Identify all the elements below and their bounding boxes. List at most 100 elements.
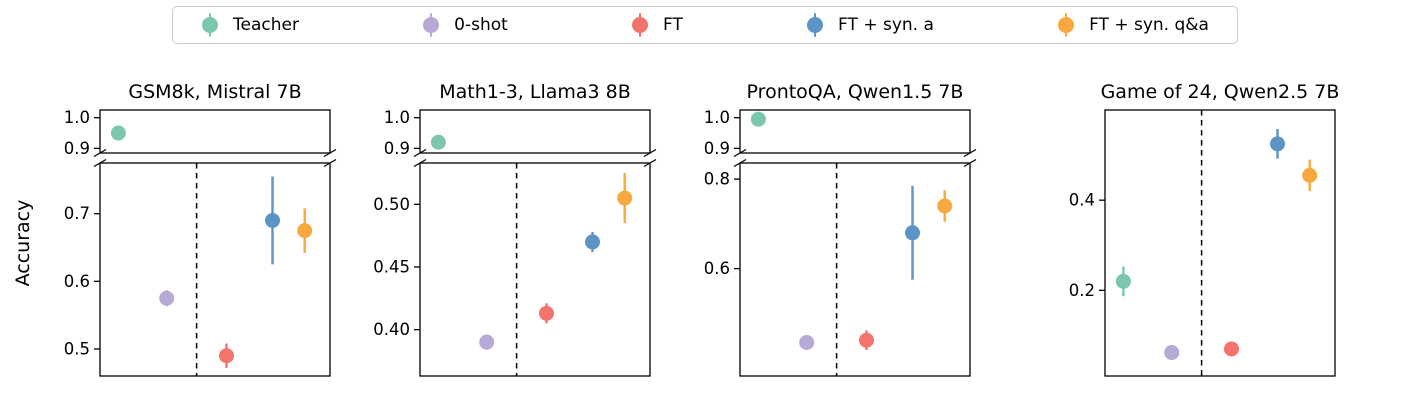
data-point-zero_shot	[799, 334, 815, 350]
axis-break-mark	[93, 158, 107, 168]
subplot-title: GSM8k, Mistral 7B	[128, 81, 301, 103]
marker-dot	[799, 334, 815, 350]
panel-frame	[739, 109, 971, 154]
data-point-zero_shot	[159, 290, 175, 307]
data-point-ft_syn_a	[1270, 128, 1285, 159]
data-point-teacher	[750, 111, 766, 127]
legend-item-0-shot: 0-shot	[422, 12, 508, 38]
y-tick-label: 0.40	[373, 320, 410, 339]
legend-item-label: FT + syn. a	[838, 15, 934, 35]
zero-shot-marker-icon	[422, 12, 440, 38]
subplot-3: ProntoQA, Qwen1.5 7B 1.0 0.9 0.8 0.6	[704, 81, 977, 377]
ft-marker-icon	[631, 12, 649, 38]
data-point-ft_syn_a	[265, 176, 280, 265]
subplot-4: Game of 24, Qwen2.5 7B 0.4 0.2	[1069, 81, 1340, 377]
panel-frame	[419, 109, 651, 154]
panel-frame	[99, 162, 331, 377]
data-point-ft_syn_qa	[617, 173, 633, 224]
legend-item-ft-syn-qa: FT + syn. q&a	[1057, 12, 1209, 38]
legend-item-label: Teacher	[233, 15, 299, 35]
marker-dot	[937, 198, 953, 214]
data-point-zero_shot	[479, 334, 495, 350]
y-tick-label: 0.9	[384, 139, 410, 158]
axis-break-mark	[733, 148, 747, 158]
y-tick-label: 0.4	[1069, 191, 1095, 210]
y-tick-label: 0.6	[64, 272, 90, 291]
data-point-teacher	[110, 125, 126, 141]
axis-break-mark	[733, 158, 747, 168]
data-point-ft_syn_qa	[297, 208, 313, 253]
ft-syn-qa-marker-icon	[1057, 12, 1075, 38]
marker-dot	[585, 234, 600, 250]
legend: Teacher 0-shot FT FT + syn. a FT + syn. …	[172, 6, 1238, 44]
data-point-zero_shot	[1164, 345, 1180, 361]
marker-dot	[750, 111, 766, 127]
marker-dot	[297, 223, 313, 239]
marker-dot	[1164, 345, 1180, 361]
data-point-ft	[219, 343, 234, 368]
marker-dot	[1224, 341, 1239, 357]
axis-break-mark	[413, 148, 427, 158]
legend-item-label: 0-shot	[454, 15, 508, 35]
data-point-ft	[539, 303, 554, 324]
y-tick-label: 0.9	[704, 139, 730, 158]
marker-dot	[430, 134, 446, 150]
panel-frame	[1104, 109, 1336, 377]
panel-frame	[419, 162, 651, 377]
y-tick-label: 1.0	[384, 108, 410, 127]
marker-dot	[617, 190, 633, 206]
legend-item-teacher: Teacher	[201, 12, 299, 38]
legend-item-ft-syn-a: FT + syn. a	[806, 12, 934, 38]
axis-break-mark	[643, 148, 657, 158]
subplot-title: Game of 24, Qwen2.5 7B	[1101, 81, 1340, 103]
axis-break-mark	[413, 158, 427, 168]
marker-dot	[110, 125, 126, 141]
y-tick-label: 0.9	[64, 139, 90, 158]
data-point-ft_syn_qa	[937, 190, 953, 222]
y-tick-label: 1.0	[704, 108, 730, 127]
y-tick-label: 0.50	[373, 195, 410, 214]
legend-item-label: FT + syn. q&a	[1089, 15, 1209, 35]
data-point-ft_syn_qa	[1302, 159, 1318, 192]
legend-item-label: FT	[662, 15, 683, 35]
ft-syn-a-marker-icon	[806, 12, 824, 38]
marker-dot	[265, 212, 280, 228]
marker-dot	[905, 225, 920, 241]
axis-break-mark	[93, 148, 107, 158]
data-point-teacher	[1115, 266, 1131, 297]
marker-dot	[859, 332, 874, 348]
axis-break-mark	[963, 158, 977, 168]
subplot-title: ProntoQA, Qwen1.5 7B	[747, 81, 964, 103]
marker-dot	[1115, 273, 1131, 289]
y-tick-label: 1.0	[64, 108, 90, 127]
axis-break-mark	[323, 158, 337, 168]
y-tick-label: 0.45	[373, 257, 410, 276]
axis-break-mark	[323, 148, 337, 158]
subplot-title: Math1-3, Llama3 8B	[439, 81, 631, 103]
data-point-ft	[859, 330, 874, 351]
marker-dot	[159, 290, 175, 306]
data-point-teacher	[430, 134, 446, 150]
marker-dot	[1302, 167, 1318, 183]
y-tick-label: 0.7	[64, 204, 90, 223]
data-point-ft_syn_a	[905, 185, 920, 280]
marker-dot	[539, 305, 554, 321]
y-tick-label: 0.8	[704, 170, 730, 189]
y-tick-label: 0.2	[1069, 281, 1095, 300]
marker-dot	[479, 334, 495, 350]
marker-dot	[219, 348, 234, 364]
subplot-2: Math1-3, Llama3 8B 1.0 0.9 0.50 0.45 0.40	[373, 81, 657, 377]
axis-break-mark	[643, 158, 657, 168]
y-tick-label: 0.6	[704, 259, 730, 278]
teacher-marker-icon	[201, 12, 219, 38]
axis-break-mark	[963, 148, 977, 158]
data-point-ft	[1224, 341, 1239, 357]
legend-item-ft: FT	[631, 12, 683, 38]
panel-frame	[739, 162, 971, 377]
panel-frame	[99, 109, 331, 154]
marker-dot	[1270, 136, 1285, 152]
subplot-1: GSM8k, Mistral 7B 1.0 0.9 0.7 0.6 0.5	[64, 81, 337, 377]
data-point-ft_syn_a	[585, 231, 600, 252]
